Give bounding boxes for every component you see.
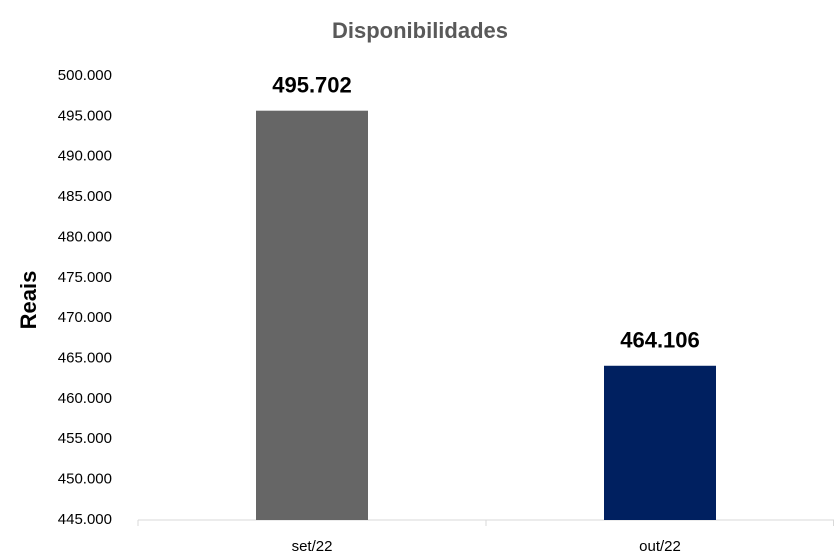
y-axis-label: Reais	[16, 271, 41, 330]
y-tick-label: 455.000	[58, 430, 112, 447]
y-tick-label: 490.000	[58, 148, 112, 165]
y-tick-label: 445.000	[58, 511, 112, 528]
chart-title: Disponibilidades	[332, 18, 508, 43]
data-label: 495.702	[272, 73, 352, 98]
y-tick-label: 450.000	[58, 471, 112, 488]
y-tick-label: 480.000	[58, 228, 112, 245]
y-tick-label: 475.000	[58, 269, 112, 286]
y-tick-label: 485.000	[58, 188, 112, 205]
data-label: 464.106	[620, 328, 700, 353]
y-tick-label: 465.000	[58, 350, 112, 367]
bar	[604, 365, 716, 520]
y-tick-label: 500.000	[58, 67, 112, 84]
y-tick-label: 470.000	[58, 309, 112, 326]
bar	[256, 110, 368, 520]
x-tick-label: set/22	[292, 538, 333, 555]
x-tick-label: out/22	[639, 538, 681, 555]
y-tick-label: 460.000	[58, 390, 112, 407]
y-tick-label: 495.000	[58, 107, 112, 124]
